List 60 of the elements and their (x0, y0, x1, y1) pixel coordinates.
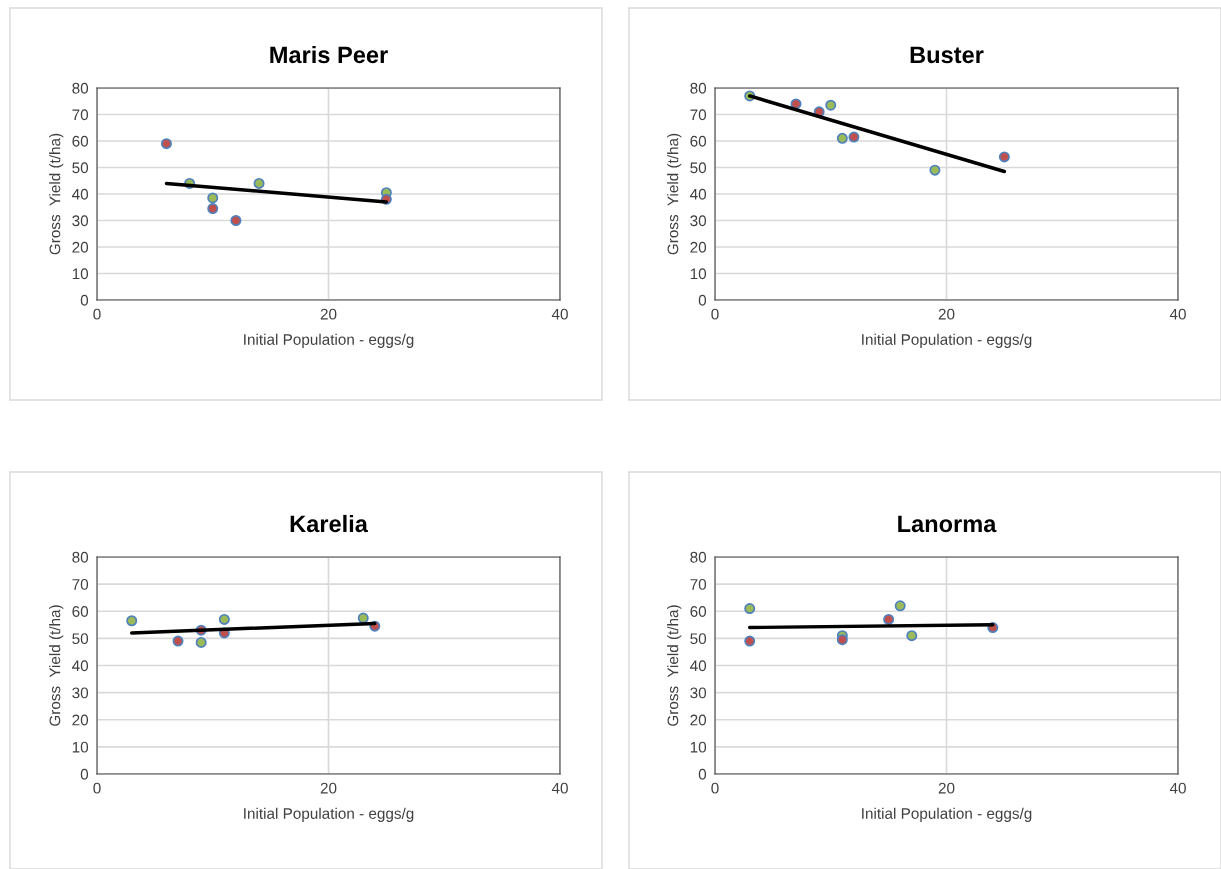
y-axis-title: Gross Yield (t/ha) (49, 605, 64, 726)
x-axis-title: Initial Population - eggs/g (244, 333, 414, 348)
y-tick-label: 30 (72, 687, 89, 699)
x-axis-title: Initial Population - eggs/g (862, 807, 1032, 822)
y-tick-label: 50 (690, 162, 707, 174)
y-tick-label: 80 (72, 82, 89, 94)
y-axis-title: Gross Yield (t/ha) (667, 133, 682, 255)
y-tick-label: 30 (690, 215, 707, 227)
y-tick-label: 50 (72, 633, 89, 645)
y-tick-label: 30 (72, 215, 89, 227)
x-tick-label: 40 (551, 782, 568, 794)
y-tick-label: 40 (690, 188, 707, 200)
y-tick-label: 40 (690, 660, 707, 672)
y-tick-label: 0 (80, 294, 89, 306)
x-tick-label: 0 (711, 782, 719, 794)
x-tick-label: 20 (938, 308, 955, 320)
y-tick-label: 40 (72, 660, 89, 672)
x-tick-label: 20 (938, 782, 955, 794)
y-tick-label: 70 (690, 109, 707, 121)
y-tick-label: 0 (698, 768, 707, 780)
y-tick-label: 20 (690, 241, 707, 253)
y-tick-label: 80 (690, 82, 707, 94)
y-tick-label: 60 (72, 135, 89, 147)
y-tick-label: 60 (690, 606, 707, 617)
x-tick-label: 40 (1169, 782, 1186, 794)
x-tick-label: 20 (320, 782, 337, 794)
chart-title: Lanorma (898, 515, 997, 533)
x-axis-title: Initial Population - eggs/g (862, 333, 1032, 348)
y-tick-label: 70 (690, 578, 707, 590)
y-axis-title: Gross Yield (t/ha) (667, 605, 682, 726)
chart-title: Maris Peer (270, 45, 388, 64)
y-tick-label: 80 (72, 551, 89, 563)
y-tick-label: 40 (72, 188, 89, 200)
y-tick-label: 70 (72, 578, 89, 590)
y-tick-label: 60 (690, 135, 707, 147)
x-axis-title: Initial Population - eggs/g (244, 807, 414, 822)
chart-title: Buster (910, 46, 984, 64)
y-tick-label: 10 (690, 741, 707, 753)
y-tick-label: 0 (698, 294, 707, 306)
chart-title: Karelia (290, 514, 369, 533)
y-tick-label: 80 (690, 551, 707, 563)
y-tick-label: 60 (72, 606, 89, 617)
x-tick-label: 0 (93, 308, 101, 320)
y-axis-title: Gross Yield (t/ha) (49, 133, 64, 255)
x-tick-label: 0 (711, 308, 719, 320)
x-tick-label: 0 (93, 782, 101, 794)
y-tick-label: 10 (72, 741, 89, 753)
x-tick-label: 20 (320, 308, 337, 320)
y-tick-label: 10 (690, 268, 707, 280)
y-tick-label: 0 (80, 768, 89, 780)
y-tick-label: 10 (72, 268, 89, 280)
y-tick-label: 30 (690, 687, 707, 699)
y-tick-label: 20 (72, 241, 89, 253)
y-tick-label: 50 (690, 633, 707, 645)
x-tick-label: 40 (1169, 308, 1186, 320)
x-tick-label: 40 (551, 308, 568, 320)
y-tick-label: 20 (72, 714, 89, 726)
y-tick-label: 70 (72, 109, 89, 121)
y-tick-label: 50 (72, 162, 89, 174)
y-tick-label: 20 (690, 714, 707, 726)
